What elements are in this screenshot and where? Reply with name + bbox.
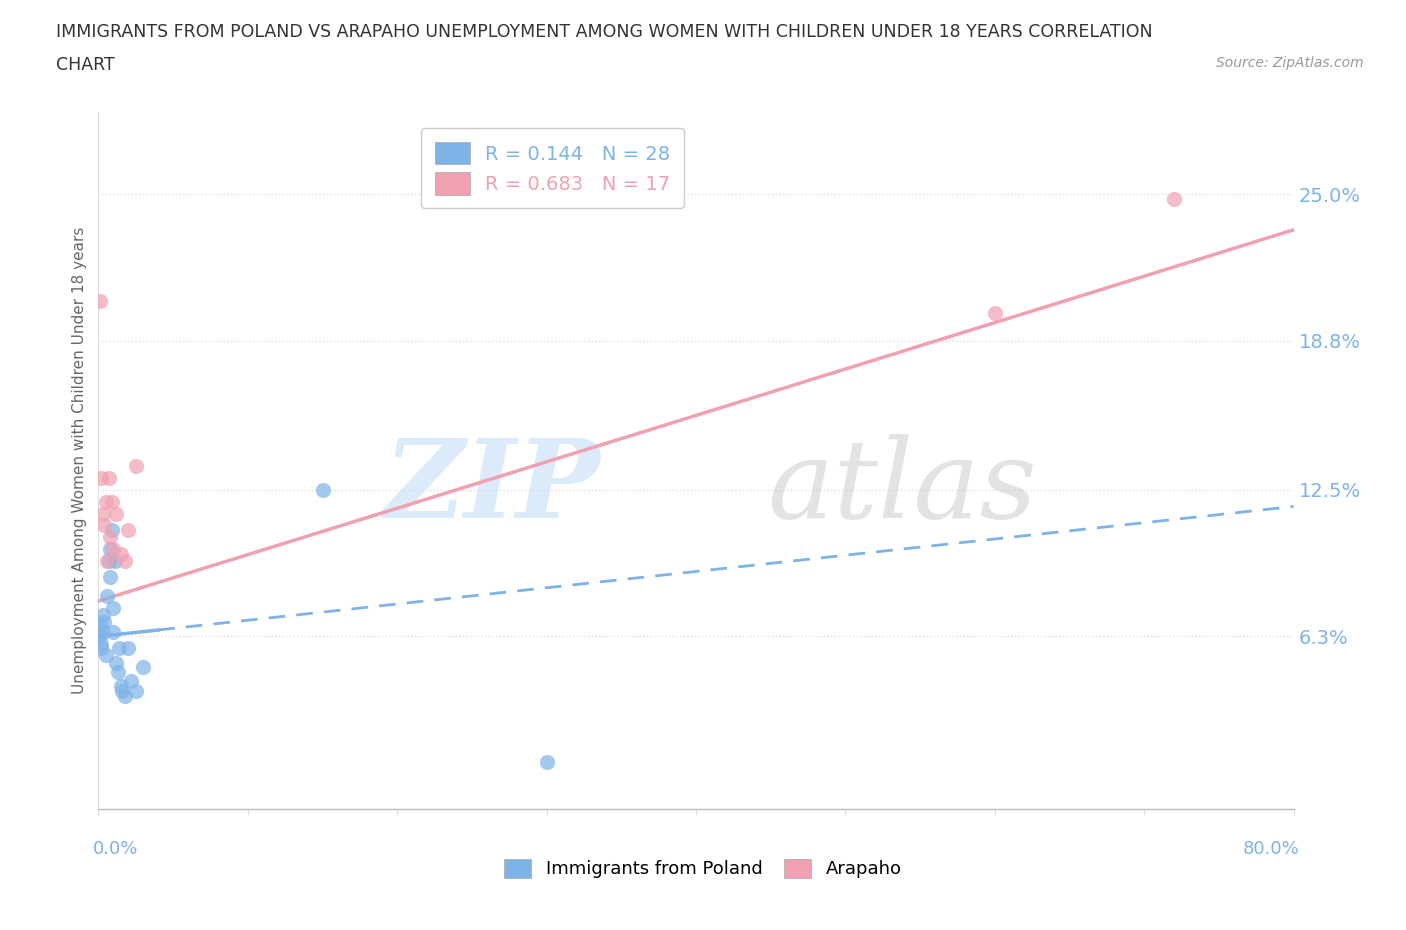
Point: [114, 688, 136, 703]
Point: [311, 483, 333, 498]
Point: [984, 305, 1007, 320]
Point: [125, 458, 148, 473]
Point: [117, 641, 139, 656]
Point: [96, 553, 118, 568]
Point: [89, 629, 111, 644]
Point: [125, 684, 148, 698]
Point: [98, 570, 122, 585]
Point: [111, 684, 134, 698]
Point: [114, 553, 136, 568]
Point: [90, 641, 112, 656]
Point: [117, 523, 139, 538]
Y-axis label: Unemployment Among Women with Children Under 18 years: Unemployment Among Women with Children U…: [72, 227, 87, 694]
Point: [90, 471, 112, 485]
Point: [98, 530, 122, 545]
Point: [89, 618, 111, 632]
Point: [105, 655, 128, 670]
Point: [107, 665, 129, 680]
Point: [103, 624, 125, 639]
Text: CHART: CHART: [56, 56, 115, 73]
Point: [103, 541, 125, 556]
Point: [94, 648, 117, 663]
Point: [91, 506, 114, 521]
Text: 0.0%: 0.0%: [93, 841, 138, 858]
Point: [1163, 192, 1185, 206]
Text: ZIP: ZIP: [384, 434, 600, 542]
Point: [101, 523, 124, 538]
Point: [105, 506, 128, 521]
Text: Source: ZipAtlas.com: Source: ZipAtlas.com: [1216, 56, 1364, 70]
Point: [91, 608, 114, 623]
Point: [91, 624, 114, 639]
Legend: R = 0.144   N = 28, R = 0.683   N = 17: R = 0.144 N = 28, R = 0.683 N = 17: [422, 128, 683, 208]
Legend: Immigrants from Poland, Arapaho: Immigrants from Poland, Arapaho: [498, 852, 908, 885]
Point: [90, 636, 112, 651]
Point: [101, 494, 124, 509]
Point: [108, 641, 131, 656]
Point: [97, 553, 120, 568]
Point: [110, 546, 132, 561]
Point: [89, 293, 111, 308]
Point: [98, 541, 122, 556]
Point: [103, 601, 125, 616]
Text: 80.0%: 80.0%: [1243, 841, 1299, 858]
Point: [104, 553, 127, 568]
Point: [536, 754, 558, 769]
Text: IMMIGRANTS FROM POLAND VS ARAPAHO UNEMPLOYMENT AMONG WOMEN WITH CHILDREN UNDER 1: IMMIGRANTS FROM POLAND VS ARAPAHO UNEMPL…: [56, 23, 1153, 41]
Point: [132, 659, 155, 674]
Point: [96, 589, 118, 604]
Point: [93, 615, 115, 630]
Point: [97, 471, 120, 485]
Point: [120, 674, 142, 689]
Point: [94, 494, 117, 509]
Point: [110, 679, 132, 694]
Point: [93, 518, 115, 533]
Text: atlas: atlas: [768, 434, 1038, 542]
